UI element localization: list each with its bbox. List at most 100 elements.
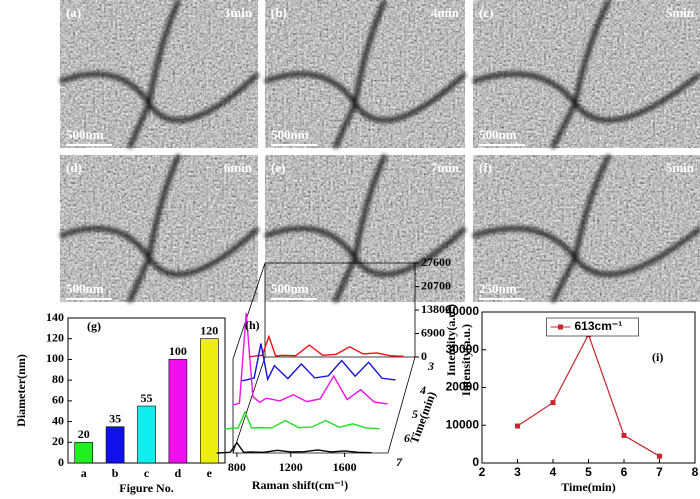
x-axis-title: Figure No. <box>119 481 173 495</box>
boundary <box>127 0 181 149</box>
scale-label: 500nm <box>66 127 104 142</box>
x-tick-label: 2 <box>479 465 486 479</box>
y-tick-label: 20 <box>52 434 64 448</box>
spectrum <box>232 312 388 406</box>
spectrum <box>224 410 380 430</box>
boundary <box>333 154 387 303</box>
x-tick-label: d <box>175 466 182 480</box>
z-tick-label: 6 <box>404 431 410 445</box>
y-tick-label: 100 <box>46 351 64 365</box>
boundary <box>550 154 611 303</box>
time-label: 5min <box>666 160 695 175</box>
time-label: 5min <box>666 5 695 20</box>
scale-label: 250nm <box>479 281 517 296</box>
legend-marker <box>558 324 563 330</box>
grain-boundaries <box>264 154 467 303</box>
y-axis-title: Diameter(nm) <box>14 354 28 427</box>
panel-label: (e) <box>271 160 285 175</box>
boundary <box>127 154 181 303</box>
bar <box>168 359 188 464</box>
y-tick-label: 60 <box>52 393 64 407</box>
y-tick-label: 20000 <box>446 380 480 394</box>
panel-label: (a) <box>66 5 81 20</box>
x-tick-label: e <box>207 466 213 480</box>
value-label: 35 <box>109 412 121 426</box>
legend-label: 613cm⁻¹ <box>575 319 623 333</box>
x-tick-label: c <box>144 466 150 480</box>
scale-bar <box>479 298 525 300</box>
grain-boundaries <box>472 0 700 149</box>
x-tick-label: 7 <box>656 465 663 479</box>
y-tick-label: 120 <box>46 330 64 344</box>
z-tick-label: 4 <box>419 383 426 397</box>
grain-boundaries <box>472 154 700 303</box>
x-tick-label: 8 <box>692 465 699 479</box>
time-label: 3min <box>224 5 253 20</box>
panel-label: (b) <box>271 5 287 20</box>
x-tick-label: 1600 <box>333 460 357 474</box>
y-tick-label: 6900 <box>421 325 445 339</box>
panel-label: (d) <box>66 160 82 175</box>
scale-bar <box>66 144 112 146</box>
x-tick-label: b <box>112 466 119 480</box>
scale-label: 500nm <box>479 127 517 142</box>
y-tick-label: 30000 <box>446 342 480 356</box>
bar <box>74 441 93 464</box>
value-label: 55 <box>141 391 153 405</box>
spectrum <box>216 441 372 454</box>
panel-label: (c) <box>479 5 493 20</box>
y-axis-title: Intensity(a.u.) <box>444 304 458 376</box>
marker <box>621 432 627 438</box>
x-axis-title: Raman shift(cm⁻¹) <box>252 478 348 492</box>
scale-bar <box>271 298 317 300</box>
y-tick-label: 140 <box>46 310 64 324</box>
bar <box>200 338 219 464</box>
z-tick-label: 3 <box>427 359 434 373</box>
y-tick-label: 0 <box>472 455 479 469</box>
x-axis-title: Time(min) <box>561 480 615 494</box>
grain-boundaries <box>59 0 260 149</box>
spectrum <box>240 343 396 382</box>
y-tick-label: 80 <box>52 372 64 386</box>
time-label: 4min <box>431 5 460 20</box>
scale-label: 500nm <box>271 281 309 296</box>
y-tick-label: 0 <box>421 349 427 363</box>
marker <box>515 423 520 429</box>
marker <box>657 453 662 459</box>
spectrum <box>248 334 404 358</box>
scale-bar <box>271 144 317 146</box>
z-tick-label: 5 <box>412 407 418 421</box>
value-label: 20 <box>78 427 90 441</box>
x-tick-label: a <box>81 466 87 480</box>
x-tick-label: 800 <box>228 460 246 474</box>
boundary <box>333 0 387 149</box>
x-tick-label: 6 <box>621 465 628 479</box>
scale-bar <box>479 144 525 146</box>
x-tick-label: 3 <box>514 465 521 479</box>
boundary <box>550 0 611 149</box>
value-label: 100 <box>169 344 187 358</box>
panel-label: (i) <box>652 350 663 364</box>
z-tick-label: 7 <box>396 455 403 469</box>
scale-label: 500nm <box>271 127 309 142</box>
y-tick-label: 10000 <box>446 417 480 431</box>
y-tick-label: 27600 <box>421 255 451 269</box>
x-tick-label: 1200 <box>279 460 303 474</box>
value-label: 120 <box>200 323 218 337</box>
line <box>517 333 660 457</box>
panel-label: (g) <box>87 319 101 333</box>
x-tick-label: 4 <box>550 465 557 479</box>
grain-boundaries <box>264 0 467 149</box>
y-axis-title: Intensity(a.u.) <box>459 324 473 396</box>
y-tick-label: 13800 <box>421 302 451 316</box>
scale-label: 500nm <box>66 281 104 296</box>
y-tick-label: 20700 <box>421 278 451 292</box>
y-tick-label: 40000 <box>446 304 480 318</box>
y-tick-label: 0 <box>58 455 64 469</box>
bar <box>137 405 156 464</box>
scale-bar <box>66 298 112 300</box>
x-tick-label: 5 <box>585 465 592 479</box>
y-tick-label: 40 <box>52 413 64 427</box>
marker <box>550 400 556 406</box>
grain-boundaries <box>59 154 260 303</box>
